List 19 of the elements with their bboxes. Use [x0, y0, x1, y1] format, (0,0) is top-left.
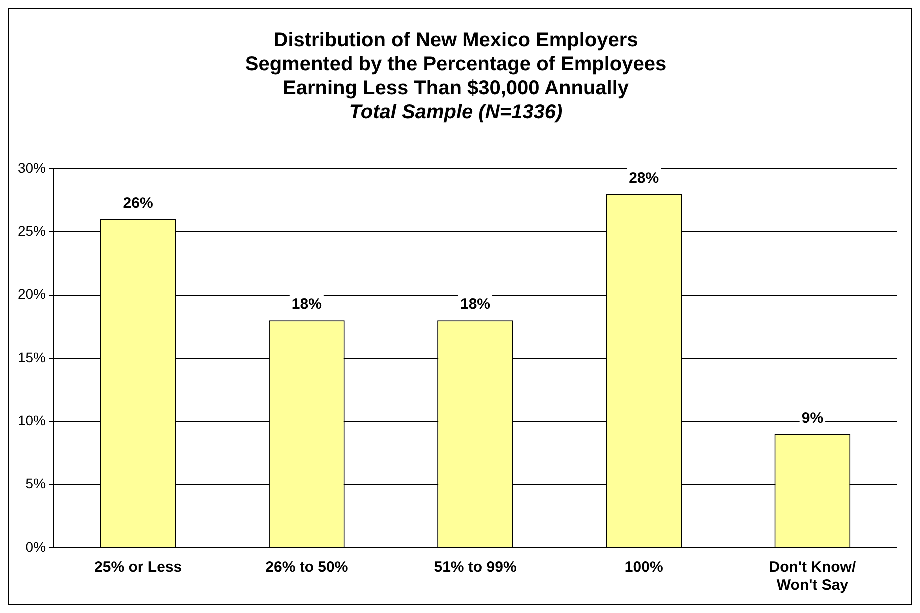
y-tick-label: 20% — [18, 286, 46, 302]
x-tick-label: 100% — [624, 559, 664, 576]
chart-subtitle: Total Sample (N=1336) — [349, 102, 563, 124]
y-tick-label: 30% — [18, 160, 46, 176]
x-tick-label: 25% or Less — [94, 559, 182, 576]
data-label: 9% — [802, 410, 824, 427]
data-label: 28% — [629, 170, 660, 187]
y-tick-label: 10% — [18, 412, 46, 429]
x-tick-label: Don't Know/ Won't Say — [769, 559, 857, 594]
y-tick-label: 0% — [26, 538, 46, 555]
data-label: 18% — [460, 296, 491, 314]
x-tick-label: 26% to 50% — [266, 559, 348, 576]
y-tick-label: 15% — [18, 349, 46, 366]
y-tick-label: 25% — [18, 223, 46, 240]
y-tick-label: 5% — [26, 476, 46, 492]
data-label: 18% — [292, 296, 322, 314]
data-label: 26% — [123, 195, 154, 212]
x-tick-label: 51% to 99% — [434, 559, 517, 576]
chart-title: Distribution of New Mexico Employers Segmented by the Percentage of Employees Earning Less Than $30,000 Annually — [245, 30, 667, 100]
